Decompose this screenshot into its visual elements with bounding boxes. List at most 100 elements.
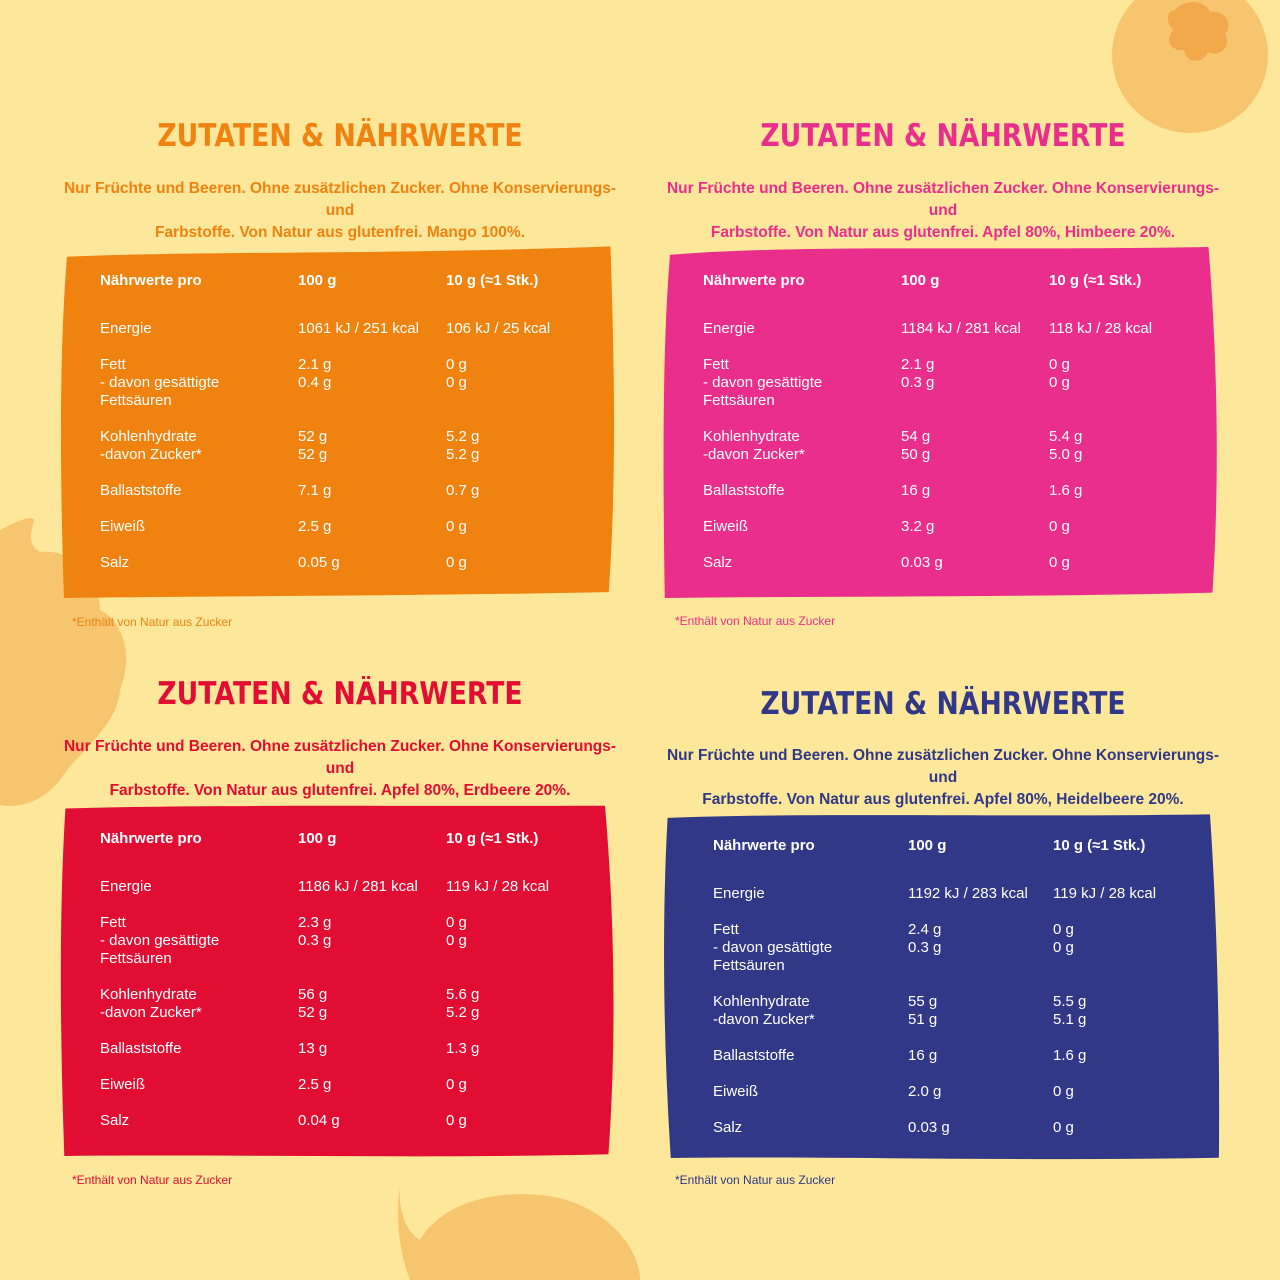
nutrition-table-box: Nährwerte pro 100 g 10 g (≈1 Stk.) Energie 1… — [663, 246, 1223, 602]
value-10g: 0 g — [1049, 518, 1070, 535]
value-10g: 106 kJ / 25 kcal — [446, 320, 551, 337]
header-100g: 100 g — [901, 272, 940, 289]
row-label: Kohlenhydrate — [100, 428, 197, 445]
row-label: Fettsäuren — [713, 957, 785, 974]
table-background-shape — [663, 246, 1217, 598]
panel-title: ZUTATEN & NÄHRWERTE — [157, 118, 523, 154]
value-100g: 55 g — [908, 993, 938, 1010]
panel-title: ZUTATEN & NÄHRWERTE — [760, 118, 1126, 154]
value-10g: 118 kJ / 28 kcal — [1049, 320, 1153, 337]
value-100g: 1186 kJ / 281 kcal — [298, 878, 418, 895]
value-100g: 2.5 g — [298, 518, 332, 535]
ingredients-description: Nur Früchte und Beeren. Ohne zusätzliche… — [50, 178, 630, 244]
row-label: Kohlenhydrate — [100, 986, 197, 1003]
value-100g: 1192 kJ / 283 kcal — [908, 885, 1028, 902]
header-label: Nährwerte pro — [713, 837, 815, 854]
value-100g: 56 g — [298, 986, 328, 1003]
value-10g: 1.3 g — [446, 1040, 480, 1057]
row-label: Ballaststoffe — [703, 482, 785, 499]
row-label: Salz — [703, 554, 733, 571]
value-10g: 5.0 g — [1049, 446, 1083, 463]
value-10g: 0 g — [1049, 554, 1070, 571]
row-label: Energie — [100, 320, 152, 337]
row-label: Salz — [100, 1112, 130, 1129]
value-100g: 0.04 g — [298, 1112, 340, 1129]
value-100g: 1061 kJ / 251 kcal — [298, 320, 419, 337]
value-10g: 1.6 g — [1049, 482, 1083, 499]
row-label: Fett — [100, 914, 126, 931]
value-10g: 0 g — [446, 554, 467, 571]
description-line: Nur Früchte und Beeren. Ohne zusätzliche… — [666, 747, 1220, 786]
header-100g: 100 g — [298, 272, 337, 289]
table-background-shape — [664, 814, 1220, 1160]
header-10g: 10 g (≈1 Stk.) — [1049, 272, 1142, 289]
header-label: Nährwerte pro — [703, 272, 805, 289]
row-label: -davon Zucker* — [703, 446, 805, 463]
table-background-shape — [60, 246, 615, 598]
value-100g: 2.0 g — [908, 1083, 942, 1100]
value-100g: 0.05 g — [298, 554, 340, 571]
value-100g: 2.5 g — [298, 1076, 332, 1093]
value-10g: 5.1 g — [1053, 1011, 1087, 1028]
header-100g: 100 g — [908, 837, 947, 854]
nutrition-table-box: Nährwerte pro 100 g 10 g (≈1 Stk.) Energie 1… — [663, 812, 1223, 1162]
value-100g: 0.3 g — [908, 939, 942, 956]
header-label: Nährwerte pro — [100, 830, 202, 847]
table-background-shape — [60, 805, 614, 1157]
value-10g: 5.2 g — [446, 428, 480, 445]
value-10g: 5.5 g — [1053, 993, 1087, 1010]
row-label: -davon Zucker* — [713, 1011, 815, 1028]
value-10g: 0 g — [446, 356, 467, 373]
value-10g: 0 g — [1053, 921, 1074, 938]
value-10g: 5.2 g — [446, 1004, 480, 1021]
row-label: Ballaststoffe — [100, 482, 182, 499]
row-label: Fettsäuren — [100, 950, 172, 967]
value-100g: 16 g — [901, 482, 931, 499]
row-label: Energie — [100, 878, 152, 895]
value-100g: 7.1 g — [298, 482, 332, 499]
description-line: Farbstoffe. Von Natur aus glutenfrei. Ap… — [702, 791, 1184, 808]
value-100g: 13 g — [298, 1040, 328, 1057]
value-100g: 2.1 g — [901, 356, 935, 373]
value-10g: 1.6 g — [1053, 1047, 1087, 1064]
row-label: Energie — [703, 320, 755, 337]
value-100g: 0.3 g — [298, 932, 332, 949]
row-label: Eiweiß — [713, 1083, 759, 1100]
row-label: Energie — [713, 885, 765, 902]
row-label: Fett — [100, 356, 126, 373]
value-10g: 0 g — [1053, 1083, 1074, 1100]
ingredients-description: Nur Früchte und Beeren. Ohne zusätzliche… — [653, 745, 1233, 811]
value-10g: 0 g — [446, 914, 467, 931]
row-label: - davon gesättigte — [100, 374, 220, 391]
row-label: -davon Zucker* — [100, 1004, 202, 1021]
row-label: Kohlenhydrate — [713, 993, 810, 1010]
value-100g: 2.4 g — [908, 921, 942, 938]
description-line: Nur Früchte und Beeren. Ohne zusätzliche… — [63, 738, 617, 777]
header-10g: 10 g (≈1 Stk.) — [1053, 837, 1146, 854]
value-10g: 0 g — [446, 1112, 467, 1129]
header-label: Nährwerte pro — [100, 272, 202, 289]
value-100g: 2.3 g — [298, 914, 332, 931]
value-100g: 16 g — [908, 1047, 938, 1064]
panel-title: ZUTATEN & NÄHRWERTE — [157, 676, 523, 712]
value-10g: 0 g — [1049, 356, 1070, 373]
row-label: Kohlenhydrate — [703, 428, 800, 445]
value-10g: 0.7 g — [446, 482, 480, 499]
value-100g: 52 g — [298, 428, 328, 445]
value-10g: 5.6 g — [446, 986, 480, 1003]
row-label: Fettsäuren — [100, 392, 172, 409]
row-label: Eiweiß — [100, 518, 146, 535]
value-100g: 50 g — [901, 446, 931, 463]
description-line: Farbstoffe. Von Natur aus glutenfrei. Ap… — [109, 782, 571, 799]
sugar-footnote: *Enthält von Natur aus Zucker — [675, 614, 836, 628]
row-label: - davon gesättigte — [100, 932, 220, 949]
row-label: Fett — [713, 921, 739, 938]
value-100g: 1184 kJ / 281 kcal — [901, 320, 1021, 337]
value-100g: 0.03 g — [908, 1119, 950, 1136]
row-label: - davon gesättigte — [713, 939, 833, 956]
row-label: Salz — [713, 1119, 743, 1136]
value-10g: 0 g — [446, 374, 467, 391]
row-label: Eiweiß — [100, 1076, 146, 1093]
value-100g: 0.4 g — [298, 374, 332, 391]
ingredients-description: Nur Früchte und Beeren. Ohne zusätzliche… — [50, 736, 630, 802]
